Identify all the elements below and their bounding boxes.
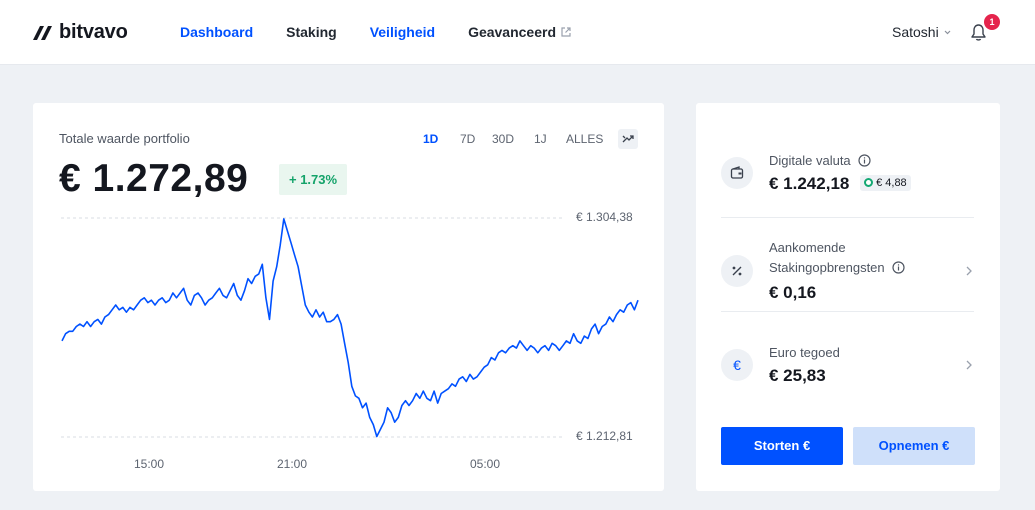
euro-balance-value: € 25,83 — [769, 366, 826, 385]
digital-currency-title: Digitale valuta — [769, 151, 871, 171]
staking-reward-value: € 4,88 — [876, 176, 907, 189]
digital-currency-value: € 1.242,18 — [769, 174, 850, 193]
period-alles[interactable]: ALLES — [566, 132, 604, 146]
portfolio-value: € 1.272,89 — [59, 157, 249, 200]
staking-rewards-item[interactable]: Aankomende Stakingopbrengsten € 0,16 — [721, 239, 974, 303]
info-icon[interactable] — [892, 261, 905, 274]
chart-min-label: € 1.212,81 — [576, 429, 633, 443]
euro-balance-title: Euro tegoed — [769, 345, 840, 360]
chevron-right-icon — [966, 266, 972, 276]
compare-button[interactable] — [618, 129, 638, 149]
digital-currency-item[interactable]: Digitale valuta € 1.242,18 € 4,88 — [721, 151, 974, 204]
euro-icon: € — [733, 357, 741, 373]
chart-x-tick: 15:00 — [134, 457, 164, 471]
compare-arrows-icon — [622, 135, 634, 143]
chart-series-line — [61, 218, 639, 438]
period-30d[interactable]: 30D — [492, 132, 515, 146]
info-icon[interactable] — [858, 154, 871, 167]
period-7d[interactable]: 7D — [460, 132, 476, 146]
digital-currency-label: Digitale valuta — [769, 153, 851, 168]
wallet-icon — [730, 166, 744, 179]
nav-dashboard[interactable]: Dashboard — [180, 24, 254, 40]
chevron-down-icon — [944, 30, 951, 34]
notification-badge: 1 — [984, 14, 1000, 30]
chart-x-tick: 05:00 — [470, 457, 500, 471]
chart-max-label: € 1.304,38 — [576, 210, 633, 224]
user-menu[interactable]: Satoshi — [892, 24, 951, 40]
wallet-card: Digitale valuta € 1.242,18 € 4,88 A — [696, 103, 1000, 491]
digital-currency-value-row: € 1.242,18 € 4,88 — [769, 174, 911, 194]
top-nav-bar: bitvavo Dashboard Staking Veiligheid Gea… — [0, 0, 1035, 65]
euro-balance-item[interactable]: € Euro tegoed € 25,83 — [721, 343, 974, 391]
main-nav: Dashboard Staking Veiligheid Geavanceerd — [180, 24, 571, 40]
bitvavo-logo[interactable]: bitvavo — [33, 21, 128, 44]
divider — [721, 311, 974, 312]
staking-rewards-label: Aankomende Stakingopbrengsten — [769, 240, 885, 275]
nav-veiligheid[interactable]: Veiligheid — [369, 24, 436, 40]
portfolio-label: Totale waarde portfolio — [59, 131, 190, 146]
bitvavo-logo-icon — [33, 25, 52, 40]
external-link-icon — [561, 27, 571, 37]
user-name: Satoshi — [892, 24, 939, 40]
brand-name: bitvavo — [59, 21, 128, 43]
nav-geavanceerd-label: Geavanceerd — [468, 24, 557, 40]
divider — [721, 217, 974, 218]
staking-rewards-title: Aankomende Stakingopbrengsten — [769, 238, 919, 278]
staking-reward-pill: € 4,88 — [860, 174, 911, 191]
staking-rewards-value: € 0,16 — [769, 283, 817, 302]
period-1j[interactable]: 1J — [534, 132, 547, 146]
chevron-right-icon — [966, 360, 972, 370]
staking-status-icon — [864, 178, 874, 187]
percent-icon — [732, 266, 742, 276]
withdraw-button[interactable]: Opnemen € — [853, 427, 975, 465]
nav-geavanceerd[interactable]: Geavanceerd — [468, 24, 571, 40]
deposit-button[interactable]: Storten € — [721, 427, 843, 465]
percent-icon-circle — [721, 255, 753, 287]
portfolio-change-badge: + 1.73% — [279, 164, 348, 195]
bell-icon[interactable] — [969, 23, 988, 42]
portfolio-card: Totale waarde portfolio 1D 7D 30D 1J ALL… — [33, 103, 664, 491]
nav-staking[interactable]: Staking — [286, 24, 337, 40]
chart-x-tick: 21:00 — [277, 457, 307, 471]
euro-icon-circle: € — [721, 349, 753, 381]
wallet-icon-circle — [721, 157, 753, 189]
period-1d[interactable]: 1D — [423, 132, 439, 146]
